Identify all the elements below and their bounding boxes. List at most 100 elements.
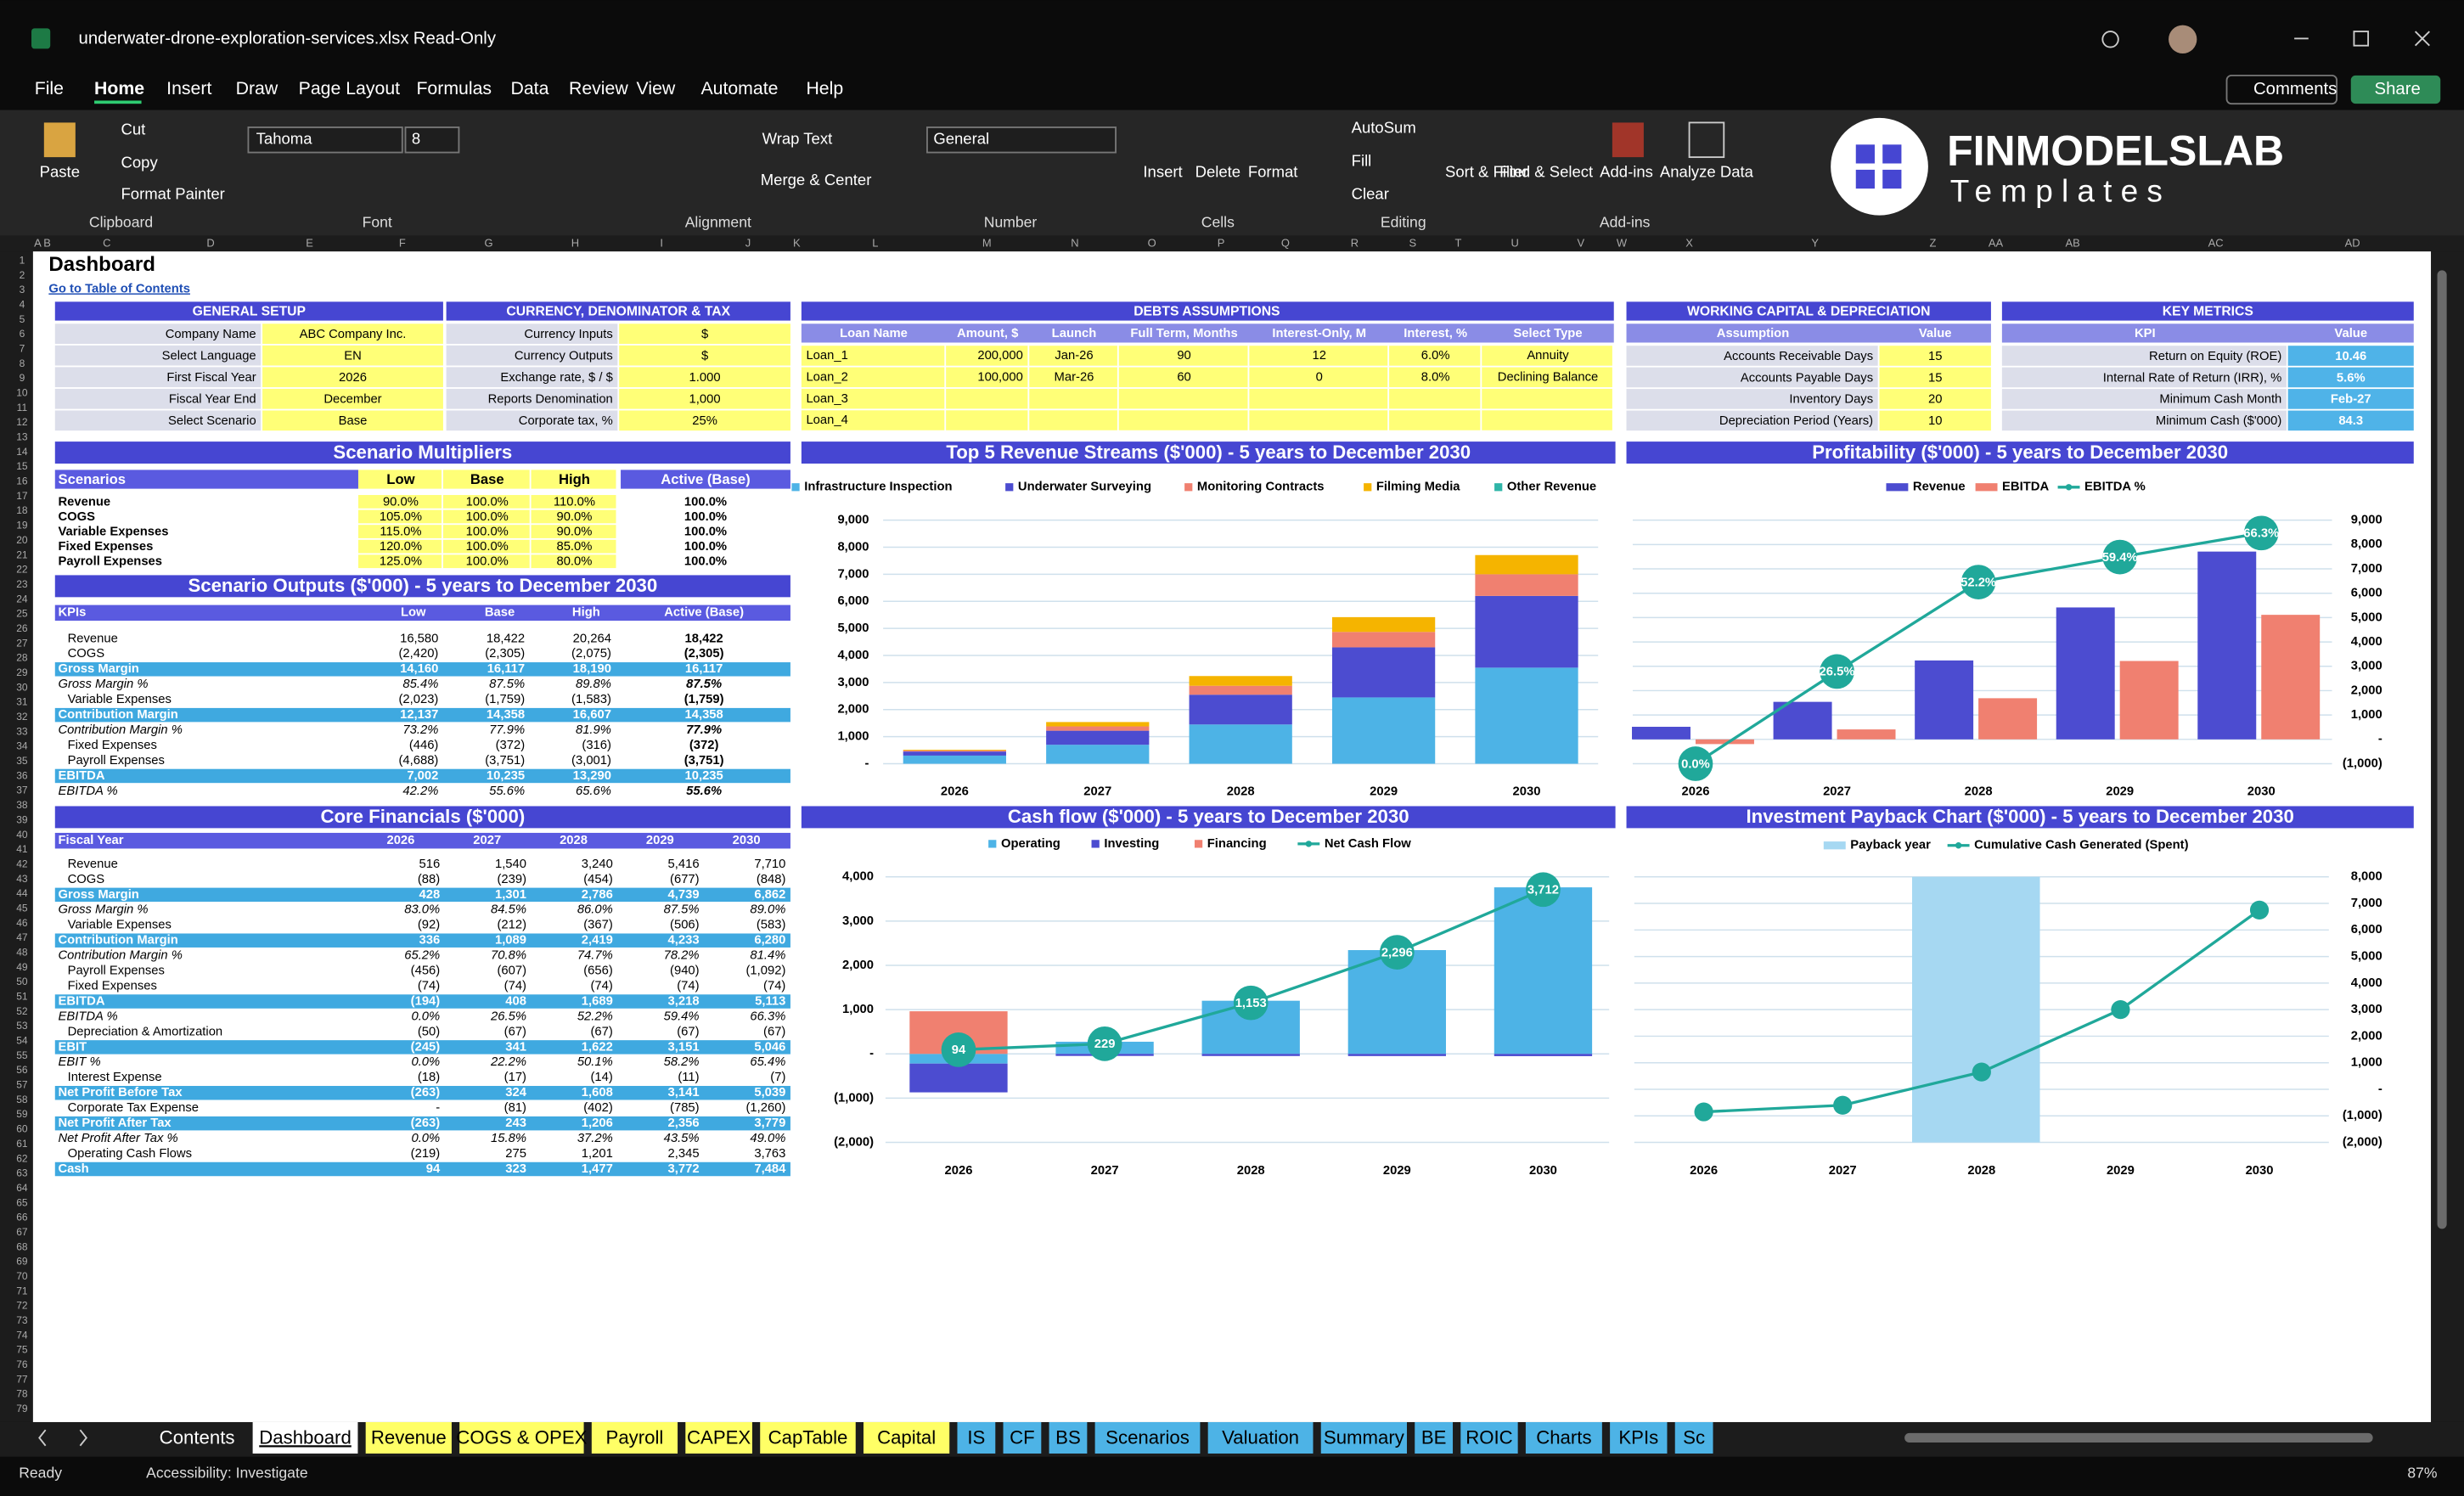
search-icon[interactable]: [2101, 31, 2119, 48]
sheet-tab-label[interactable]: CAPEX: [687, 1426, 751, 1448]
ribbon-button[interactable]: Cut: [121, 121, 146, 138]
ribbon-button[interactable]: General: [933, 130, 989, 148]
ribbon-button[interactable]: Format Painter: [121, 184, 225, 202]
sheet-tab-label[interactable]: Dashboard: [259, 1426, 352, 1448]
sheet-tab-label[interactable]: Summary: [1324, 1426, 1405, 1448]
ribbon-button[interactable]: Fill: [1352, 152, 1372, 170]
sheet-tab[interactable]: [1003, 1421, 1042, 1454]
line-point: [1678, 746, 1713, 781]
sheet-tab[interactable]: [1525, 1421, 1602, 1454]
sheet-tab[interactable]: [459, 1421, 584, 1454]
avatar[interactable]: [2169, 25, 2197, 53]
ribbon-button[interactable]: Format: [1248, 163, 1298, 181]
sheet-tab[interactable]: [252, 1421, 358, 1454]
sheet-tab[interactable]: [1610, 1421, 1668, 1454]
row-label: Variable Expenses: [58, 525, 168, 538]
nav-prev[interactable]: [38, 1429, 47, 1447]
share-button[interactable]: [2350, 75, 2441, 104]
ribbon-button[interactable]: Find & Select: [1499, 163, 1593, 181]
sheet-tab[interactable]: [365, 1421, 452, 1454]
ribbon-button[interactable]: Paste: [40, 163, 80, 181]
minimize[interactable]: [2294, 37, 2309, 40]
sheet-tab[interactable]: [957, 1421, 996, 1454]
sheet-tab[interactable]: [1094, 1421, 1201, 1454]
sheet-tab-label[interactable]: BE: [1421, 1426, 1447, 1448]
sheet-tab[interactable]: [591, 1421, 678, 1454]
sheet-tab-label[interactable]: CapTable: [768, 1426, 848, 1448]
y-tick-label: 4,000: [2351, 635, 2382, 649]
sheet-tab-label[interactable]: Valuation: [1222, 1426, 1299, 1448]
sheet-tab[interactable]: [1460, 1421, 1518, 1454]
cell-value: 324: [505, 1086, 526, 1100]
sheet-tab-label[interactable]: Capital: [877, 1426, 936, 1448]
ribbon-button[interactable]: Clear: [1352, 184, 1389, 202]
sheet-tab-label[interactable]: CF: [1010, 1426, 1035, 1448]
column-title: Loan Name: [840, 327, 908, 340]
debt-cell: [1029, 346, 1117, 366]
sheet-tab[interactable]: [1049, 1421, 1088, 1454]
close[interactable]: [2414, 31, 2430, 47]
row-header: 3: [20, 284, 25, 295]
sheet-tab-label[interactable]: COGS & OPEX: [456, 1426, 587, 1448]
sheet-tab[interactable]: [760, 1421, 856, 1454]
ribbon-button[interactable]: Insert: [1143, 163, 1182, 181]
sheet-tab-label[interactable]: Sc: [1683, 1426, 1705, 1448]
sheet-tab-label[interactable]: Scenarios: [1105, 1426, 1190, 1448]
menu-item[interactable]: Review: [569, 78, 628, 98]
cell-value: Feb-27: [2331, 393, 2371, 407]
row-header: 59: [16, 1108, 28, 1120]
menu-item[interactable]: Insert: [166, 78, 211, 98]
cell-value: 70.8%: [491, 949, 526, 963]
cell-value: 3,141: [668, 1086, 700, 1100]
sheet-tab-label[interactable]: Charts: [1536, 1426, 1591, 1448]
menu-item[interactable]: Formulas: [416, 78, 492, 98]
nav-next[interactable]: [79, 1429, 87, 1447]
bar: [2261, 615, 2321, 740]
toc-link[interactable]: Go to Table of Contents: [48, 282, 190, 295]
ribbon-button[interactable]: Add-ins: [1600, 163, 1653, 181]
menu-item[interactable]: Draw: [236, 78, 278, 98]
ribbon-button[interactable]: Delete: [1195, 163, 1240, 181]
sheet-tab-label[interactable]: Revenue: [371, 1426, 447, 1448]
menu-item[interactable]: Page Layout: [299, 78, 401, 98]
x-tick-label: 2027: [1829, 1164, 1857, 1178]
ribbon-button[interactable]: AutoSum: [1352, 119, 1416, 137]
menu-item[interactable]: Data: [510, 78, 548, 98]
y-tick-label: 3,000: [837, 676, 869, 689]
comments-button[interactable]: [2225, 74, 2338, 105]
sheet-tab-label[interactable]: Payroll: [606, 1426, 664, 1448]
ribbon-button[interactable]: 8: [412, 130, 420, 148]
ribbon-button[interactable]: Copy: [121, 153, 159, 171]
sheet-tab[interactable]: [1415, 1421, 1454, 1454]
sheet-tab[interactable]: [685, 1421, 752, 1454]
sheet-tab[interactable]: [863, 1421, 950, 1454]
ribbon-button[interactable]: Wrap Text: [762, 130, 833, 148]
debt-cell: [1389, 346, 1481, 366]
x-tick-label: 2030: [2246, 1164, 2274, 1178]
sheet-tab-label[interactable]: KPIs: [1618, 1426, 1658, 1448]
total-row: [54, 1040, 790, 1055]
sheet-tab[interactable]: [1674, 1421, 1713, 1454]
size-box: [404, 127, 460, 154]
sheet-tab[interactable]: [1207, 1421, 1314, 1454]
maximize[interactable]: [2353, 31, 2370, 47]
sheet-tab-label[interactable]: Contents: [160, 1426, 235, 1448]
ribbon-button[interactable]: Merge & Center: [761, 171, 872, 188]
ribbon-button[interactable]: Tahoma: [256, 130, 313, 148]
column-header: N: [1071, 236, 1078, 249]
menu-item[interactable]: File: [35, 78, 64, 98]
menu-item[interactable]: Automate: [700, 78, 778, 98]
sheet-tab-label[interactable]: ROIC: [1465, 1426, 1512, 1448]
sheet-tab[interactable]: [1320, 1421, 1407, 1454]
menu-item[interactable]: View: [637, 78, 676, 98]
scrollbar-thumb[interactable]: [2437, 270, 2447, 1229]
sheet-tab-label[interactable]: IS: [967, 1426, 985, 1448]
sheet-tab-label[interactable]: BS: [1055, 1426, 1081, 1448]
h-scrollbar[interactable]: [1904, 1432, 2373, 1443]
cell-value: 1,201: [582, 1147, 613, 1161]
ribbon-button[interactable]: Analyze Data: [1660, 163, 1754, 181]
ribbon-button[interactable]: Sort & Filter: [1445, 163, 1528, 181]
value-cell: [1879, 367, 1991, 388]
menu-item[interactable]: Help: [806, 78, 843, 98]
menu-item[interactable]: Home: [94, 78, 144, 98]
